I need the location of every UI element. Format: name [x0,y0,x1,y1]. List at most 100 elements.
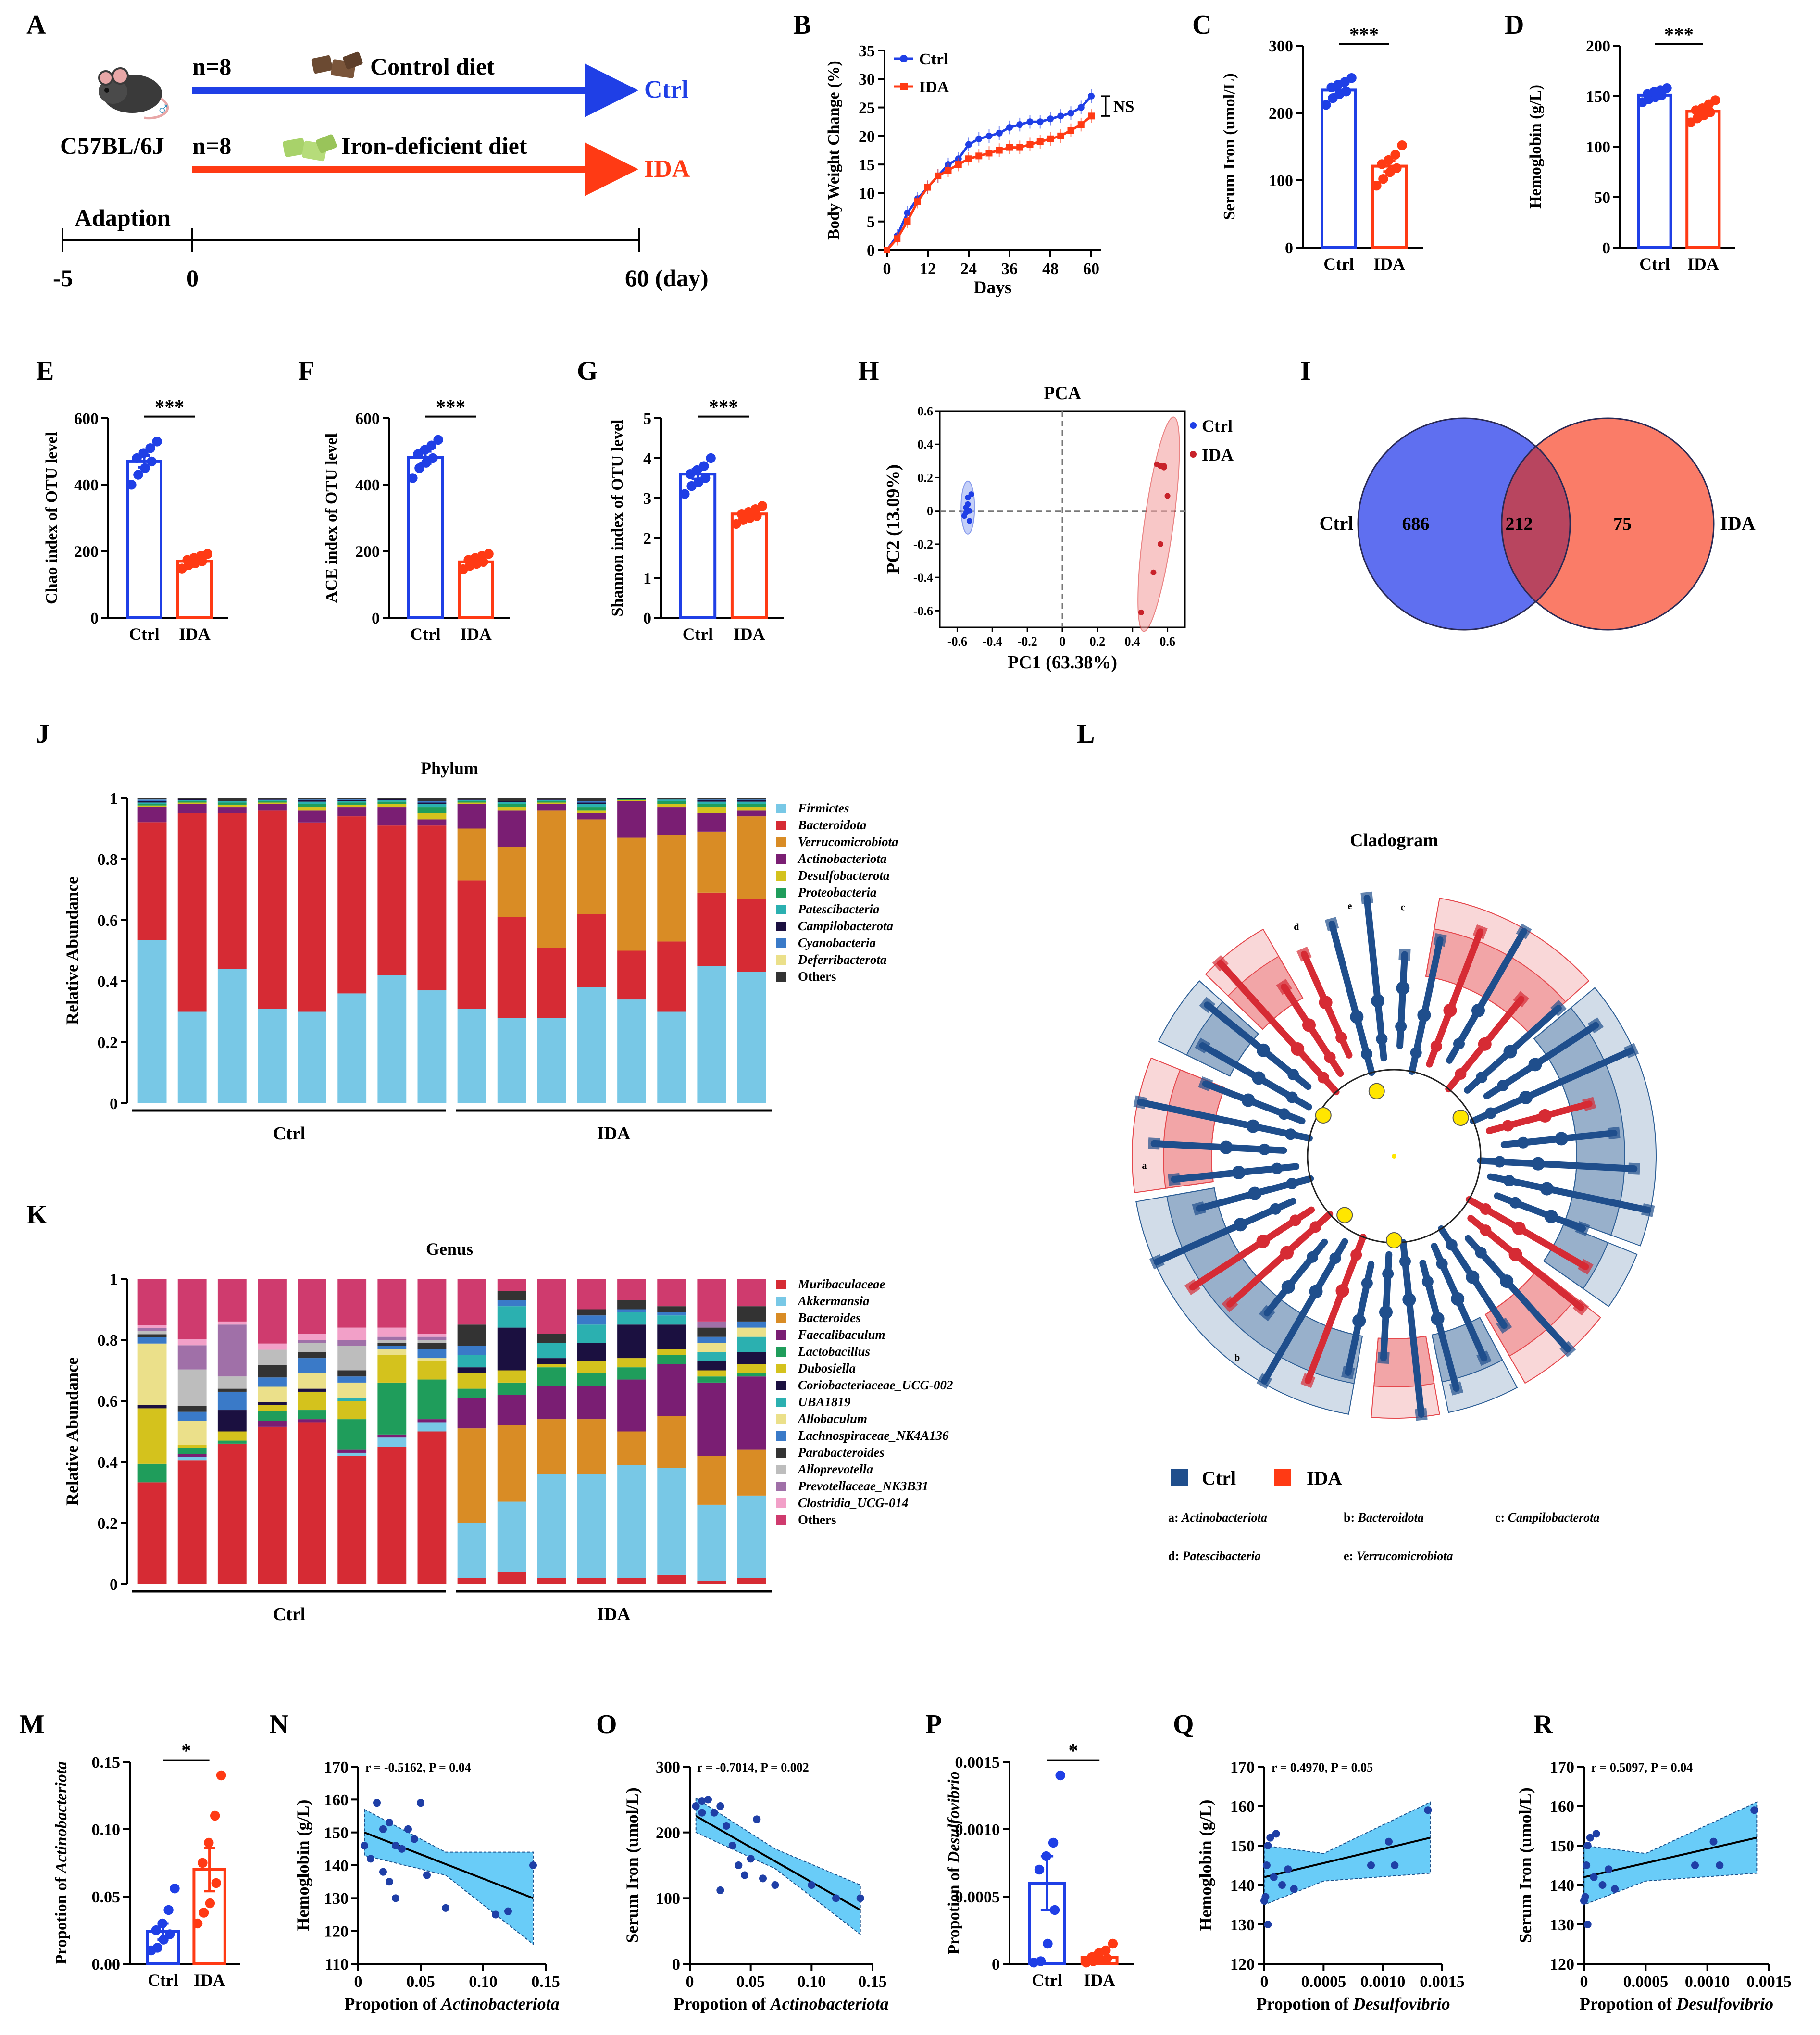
stack-segment [617,999,646,1103]
cladogram-node [1376,1033,1388,1045]
data-point [138,448,149,458]
data-point [1750,1806,1758,1814]
data-point [133,470,143,480]
cladogram-branch [1399,1239,1425,1418]
legend-swatch [776,938,786,948]
legend-swatch [776,922,786,931]
cladogram-leaf [1296,946,1312,962]
venn-count-shared: 212 [1506,514,1533,534]
legend-swatch [776,1465,786,1474]
data-point [1592,1830,1600,1838]
data-point [955,161,962,168]
legend-label: Firmictes [798,801,849,815]
data-point [1067,127,1074,134]
stack-segment [537,1279,566,1334]
stack-segment [337,1419,367,1450]
significance-label: *** [1349,24,1379,45]
x-tick-label: 0.2 [1090,635,1106,649]
venn-count-ctrl: 686 [1402,514,1430,534]
stack-segment [298,1391,326,1411]
stack-segment [457,1578,486,1584]
cladogram-node [1436,1258,1448,1270]
pca-point [966,518,972,524]
legend-swatch [776,804,786,813]
stack-segment [137,940,167,1103]
cladogram-node [1270,1203,1282,1215]
data-point [735,1861,743,1869]
cladogram-leaf [1222,1296,1238,1312]
stack-segment [537,810,566,948]
data-point [164,1929,175,1939]
data-point [1583,1861,1591,1869]
legend-label: Others [798,1512,836,1527]
stack-segment [457,1388,486,1398]
cladogram-leaf [1256,1373,1272,1389]
stack-segment [737,810,766,817]
cladogram-leaf [1415,1408,1428,1421]
time-zero: 0 [187,264,199,291]
y-tick-label: 0.6 [98,1393,118,1411]
cladogram-node [1451,1292,1465,1306]
cladogram-node [1519,1090,1533,1104]
data-point [198,1858,208,1868]
stack-segment [137,822,167,940]
stack-segment [137,1328,167,1332]
stack-segment [457,1398,486,1429]
group-label: IDA [597,1604,631,1624]
data-point [379,1868,387,1876]
stack-segment [457,1355,486,1368]
stack-segment [377,807,407,826]
cladogram-leaf [1641,1203,1655,1217]
stack-segment [417,1343,447,1349]
correlation-stat: r = -0.5162, P = 0.04 [365,1760,471,1774]
stack-segment [737,807,766,811]
stack-segment [697,1327,726,1337]
data-point [1077,121,1085,128]
stack-segment [258,1365,287,1378]
stack-segment [737,1306,766,1322]
x-tick-label: 0.05 [406,1973,435,1991]
x-category-label: IDA [194,1971,225,1990]
y-tick-label: 400 [74,476,99,494]
stack-segment [177,802,207,804]
stack-segment [177,1457,207,1461]
data-point [1034,1864,1045,1875]
stack-segment [377,798,407,799]
stack-segment [497,802,526,804]
legend-swatch [776,854,786,864]
x-tick-label: 0 [1260,1973,1269,1991]
legend-marker [1190,422,1197,429]
data-point [1321,100,1331,110]
stack-segment [137,799,167,801]
cladogram-node [1446,1239,1458,1251]
x-category-label: IDA [179,624,211,644]
clade-key: b: Bacteroidota [1344,1511,1424,1524]
group-label: Ctrl [273,1604,306,1624]
stack-segment [497,1327,526,1371]
stack-segment [577,810,606,813]
x-axis-label-text: Propotion of [673,1994,770,2013]
stack-segment [657,1279,686,1307]
stack-segment [417,1358,447,1361]
data-point [170,1884,180,1894]
stack-segment [537,948,566,1018]
y-tick-label: 100 [1586,138,1610,156]
y-tick-label: 100 [656,1890,680,1908]
data-point [411,1835,418,1843]
stack-segment [417,1336,447,1340]
data-point [1016,144,1023,151]
cladogram-node [1256,1043,1270,1057]
cladogram-node [1335,1284,1349,1298]
y-axis-label: Propotion of Desulfovibrio [945,1772,963,1955]
data-point [392,1894,399,1902]
regression-line [695,1815,861,1911]
bar-ida [1685,110,1721,249]
legend-label: Lachnospiraceae_NK4A136 [798,1428,949,1443]
stack-segment [537,804,566,811]
y-tick-label: 130 [1550,1916,1574,1934]
stack-segment [337,807,367,817]
stack-segment [697,1382,726,1456]
cladogram-node [1232,1165,1246,1179]
